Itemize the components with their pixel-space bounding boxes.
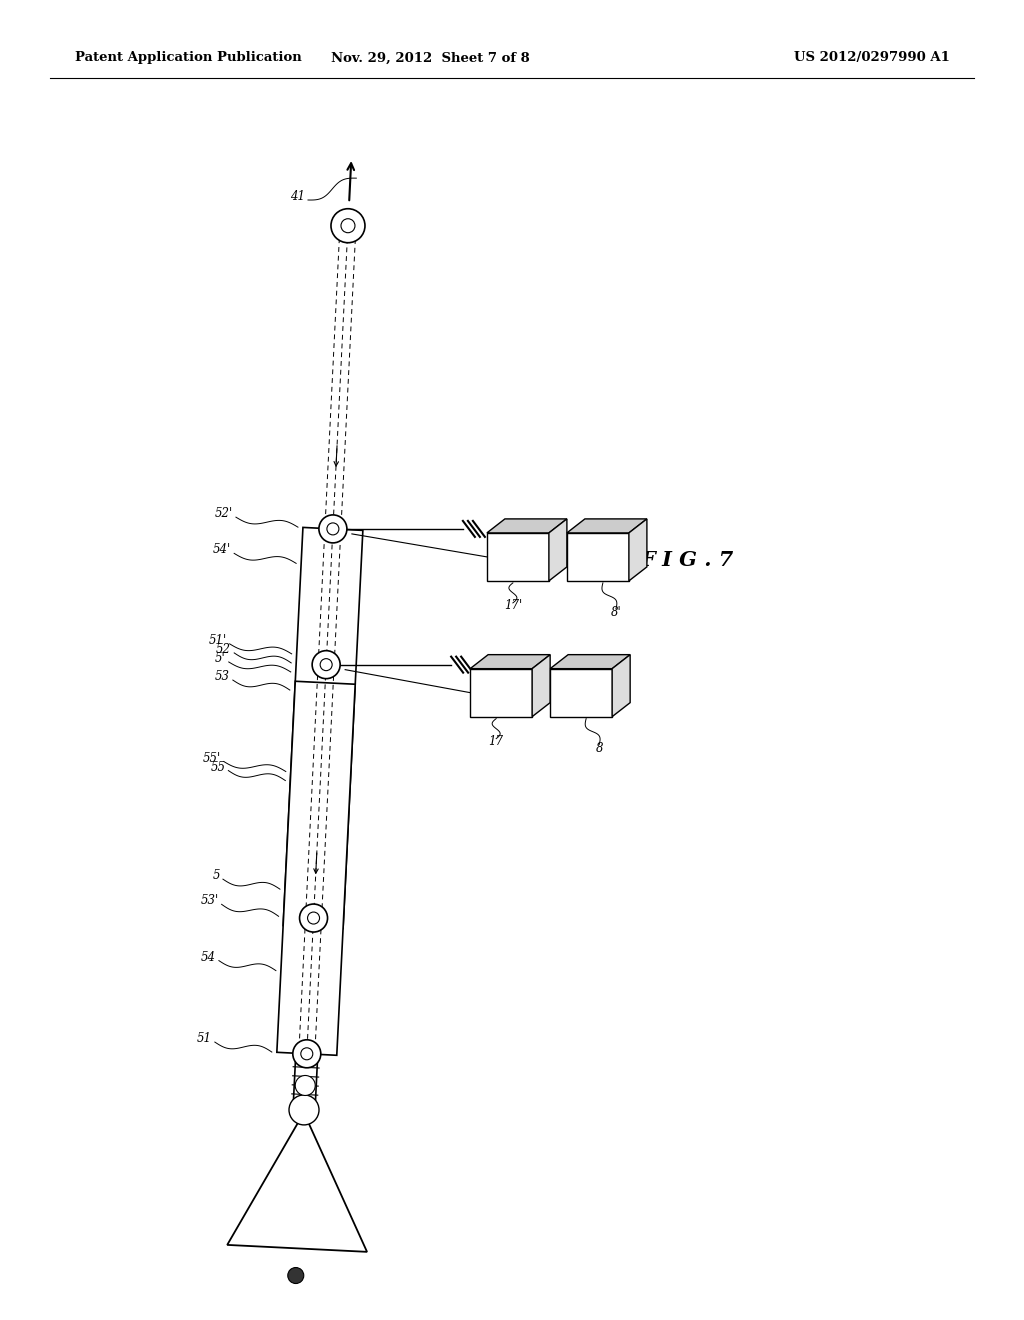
Polygon shape — [567, 519, 647, 533]
Circle shape — [331, 209, 365, 243]
Text: 53: 53 — [215, 671, 229, 682]
Text: 52': 52' — [215, 507, 232, 520]
Polygon shape — [470, 669, 532, 717]
Polygon shape — [629, 519, 647, 581]
Text: 51': 51' — [209, 634, 226, 647]
Text: Patent Application Publication: Patent Application Publication — [75, 51, 302, 65]
Circle shape — [293, 1040, 321, 1068]
Text: 8': 8' — [610, 606, 622, 619]
Text: US 2012/0297990 A1: US 2012/0297990 A1 — [795, 51, 950, 65]
Polygon shape — [486, 533, 549, 581]
Circle shape — [295, 1076, 315, 1096]
Text: 55: 55 — [210, 760, 225, 774]
Polygon shape — [470, 655, 550, 669]
Polygon shape — [550, 669, 612, 717]
Text: 53': 53' — [201, 895, 218, 907]
Text: 17': 17' — [504, 599, 522, 612]
Circle shape — [318, 515, 347, 543]
Polygon shape — [486, 519, 567, 533]
Text: 55': 55' — [203, 751, 221, 764]
Text: 52: 52 — [216, 643, 231, 656]
Text: 54': 54' — [213, 544, 231, 556]
Polygon shape — [567, 533, 629, 581]
Text: 17: 17 — [488, 735, 504, 747]
Circle shape — [288, 1267, 304, 1283]
Polygon shape — [612, 655, 630, 717]
Text: 41: 41 — [290, 190, 305, 203]
Text: 5': 5' — [215, 652, 225, 665]
Text: Nov. 29, 2012  Sheet 7 of 8: Nov. 29, 2012 Sheet 7 of 8 — [331, 51, 529, 65]
Polygon shape — [276, 681, 355, 1055]
Text: 8: 8 — [595, 742, 603, 755]
Polygon shape — [549, 519, 567, 581]
Text: F I G . 7: F I G . 7 — [640, 550, 733, 570]
Text: 51: 51 — [197, 1032, 212, 1045]
Polygon shape — [550, 655, 630, 669]
Circle shape — [289, 1094, 319, 1125]
Polygon shape — [532, 655, 550, 717]
Polygon shape — [284, 528, 362, 928]
Text: 54: 54 — [201, 950, 216, 964]
Text: 5: 5 — [212, 869, 220, 882]
Polygon shape — [293, 1057, 317, 1109]
Circle shape — [312, 651, 340, 678]
Circle shape — [300, 904, 328, 932]
